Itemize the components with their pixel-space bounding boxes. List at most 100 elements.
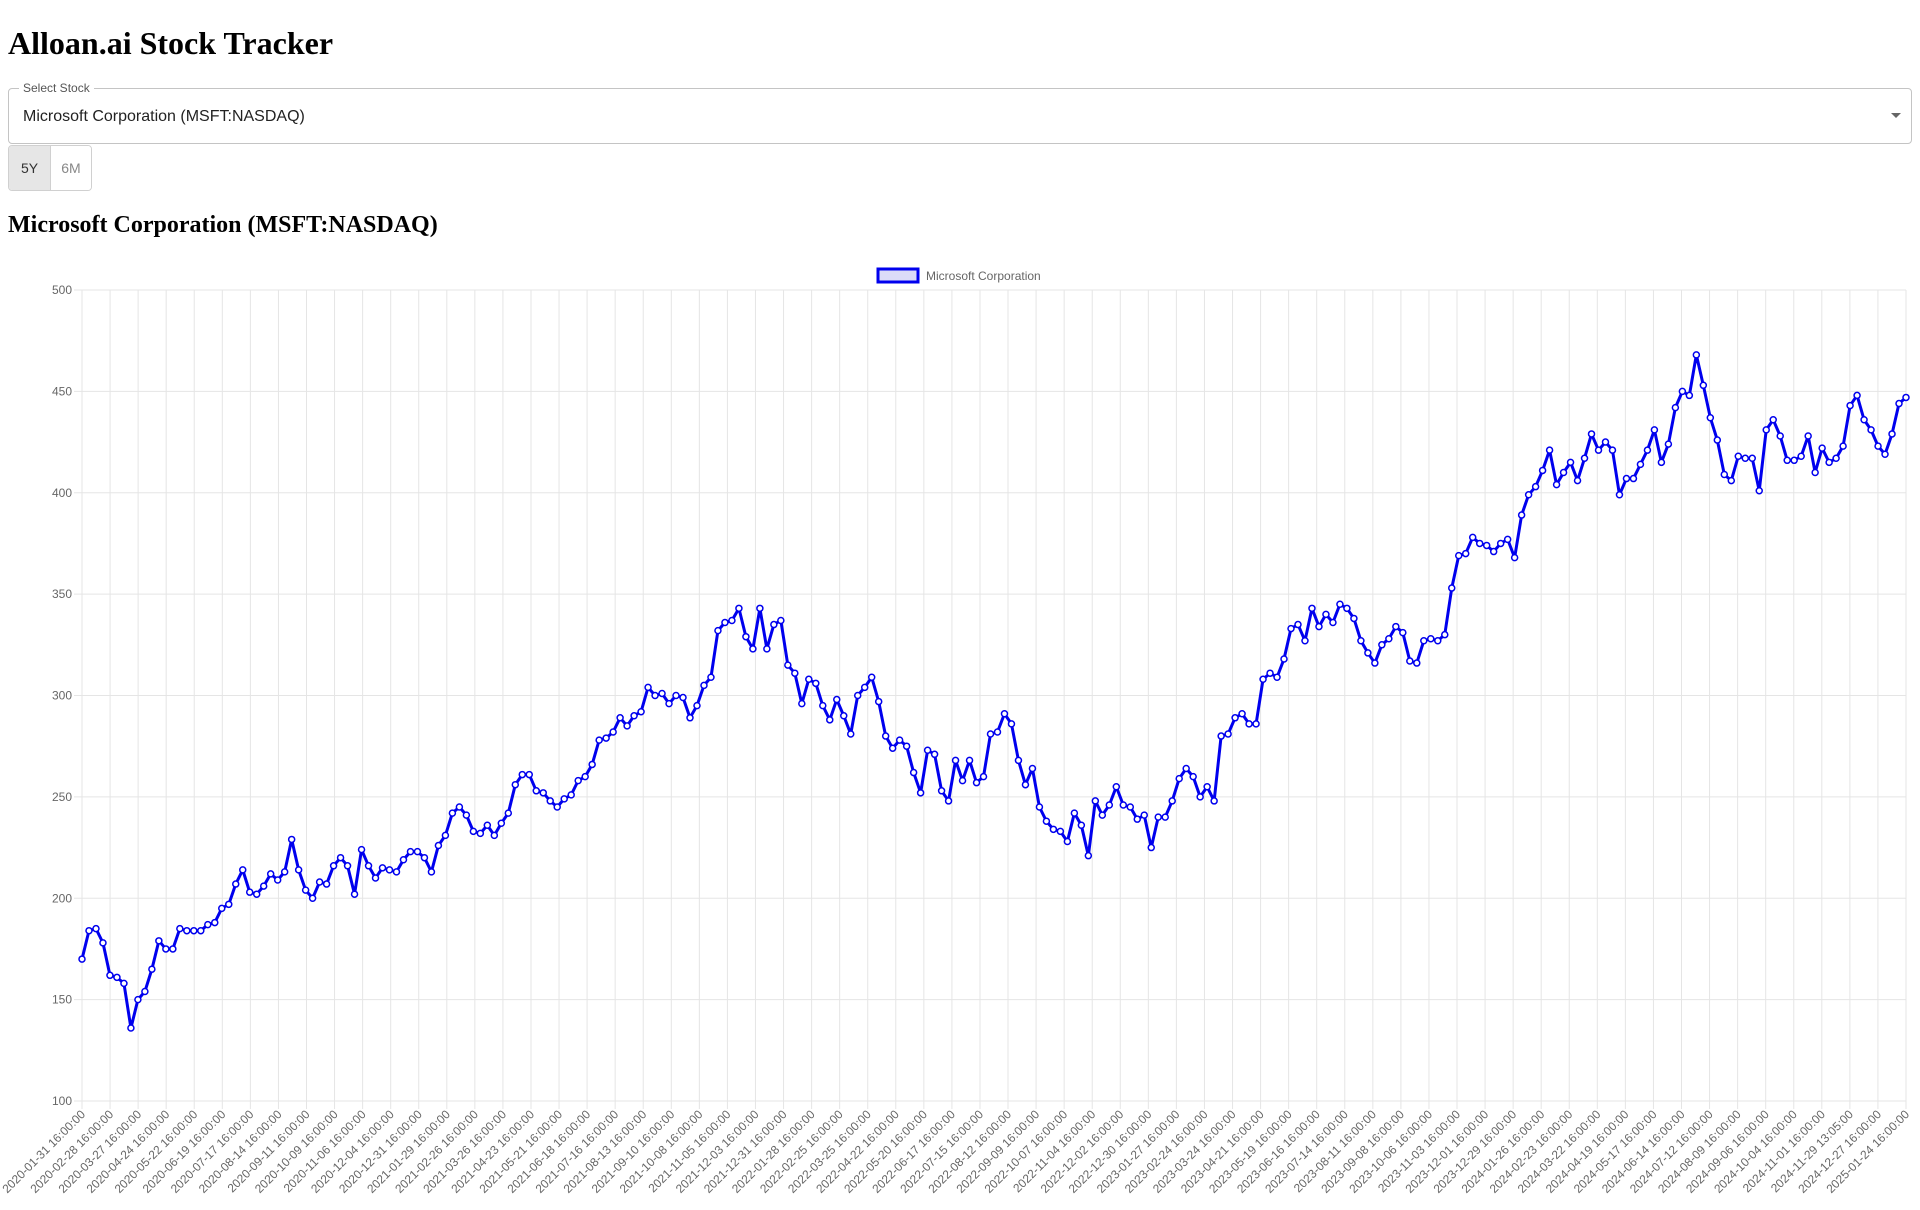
data-point bbox=[1762, 426, 1770, 434]
data-point bbox=[1434, 637, 1442, 645]
data-point bbox=[273, 876, 282, 884]
data-point bbox=[1755, 486, 1763, 495]
range-5y-button[interactable]: 5Y bbox=[9, 146, 50, 190]
stock-select-value: Microsoft Corporation (MSFT:NASDAQ) bbox=[23, 108, 305, 125]
data-point bbox=[1098, 811, 1107, 819]
data-point bbox=[252, 890, 261, 898]
data-point bbox=[770, 620, 778, 629]
data-point bbox=[1685, 391, 1694, 400]
data-point bbox=[539, 789, 547, 797]
chart-grid bbox=[74, 289, 1907, 1109]
data-point bbox=[707, 673, 715, 681]
data-point bbox=[819, 701, 827, 710]
data-point bbox=[1741, 454, 1750, 463]
data-point bbox=[1378, 641, 1386, 649]
data-point bbox=[1119, 801, 1128, 809]
range-6m-button[interactable]: 6M bbox=[50, 146, 91, 190]
data-point bbox=[1364, 649, 1372, 657]
data-point bbox=[1077, 821, 1086, 830]
data-point bbox=[623, 722, 631, 730]
data-point bbox=[1105, 801, 1114, 809]
data-point bbox=[1727, 476, 1736, 485]
data-point bbox=[609, 728, 617, 736]
data-point bbox=[134, 995, 142, 1004]
data-point bbox=[1287, 624, 1295, 633]
data-point bbox=[630, 712, 638, 720]
data-point bbox=[127, 1024, 135, 1032]
data-point bbox=[846, 730, 855, 738]
data-point bbox=[1413, 659, 1421, 667]
data-point bbox=[1482, 541, 1491, 550]
data-point bbox=[406, 847, 415, 856]
data-point bbox=[805, 675, 813, 684]
data-point bbox=[92, 924, 100, 933]
data-point bbox=[1168, 797, 1176, 805]
data-point bbox=[1385, 634, 1393, 643]
data-point bbox=[1280, 655, 1288, 663]
data-point bbox=[476, 829, 485, 838]
data-point bbox=[1657, 458, 1666, 467]
data-point bbox=[1420, 637, 1428, 645]
data-point bbox=[85, 926, 93, 935]
data-point bbox=[204, 920, 212, 929]
data-point bbox=[560, 795, 568, 803]
data-point bbox=[812, 679, 820, 688]
data-point bbox=[1189, 772, 1197, 781]
y-tick-label: 100 bbox=[52, 1094, 72, 1108]
data-point bbox=[504, 809, 513, 817]
data-point bbox=[1084, 851, 1093, 860]
data-point bbox=[1028, 764, 1037, 773]
data-point bbox=[700, 681, 708, 690]
data-point bbox=[1538, 466, 1547, 475]
data-point bbox=[1713, 436, 1722, 444]
data-point bbox=[756, 604, 764, 613]
data-point bbox=[728, 616, 736, 625]
data-point bbox=[169, 945, 177, 953]
data-point bbox=[1622, 474, 1631, 483]
data-point bbox=[357, 845, 366, 854]
data-point bbox=[602, 734, 610, 742]
data-point bbox=[1042, 817, 1051, 825]
data-point bbox=[1734, 452, 1743, 460]
data-point bbox=[749, 645, 757, 653]
data-point bbox=[1112, 782, 1121, 791]
data-point bbox=[944, 797, 953, 805]
data-point bbox=[895, 736, 904, 744]
data-point bbox=[1545, 446, 1554, 454]
data-point bbox=[679, 693, 687, 702]
data-point bbox=[930, 750, 939, 759]
data-point bbox=[162, 945, 170, 953]
data-point bbox=[1804, 432, 1812, 440]
data-point bbox=[993, 728, 1002, 736]
data-point bbox=[1343, 604, 1351, 613]
data-point bbox=[595, 736, 603, 744]
data-point bbox=[1399, 628, 1407, 637]
stock-select[interactable]: Select Stock Microsoft Corporation (MSFT… bbox=[8, 81, 1912, 144]
data-point bbox=[1587, 430, 1596, 438]
chart-legend: Microsoft Corporation bbox=[876, 267, 1041, 284]
data-point bbox=[1699, 381, 1708, 390]
data-point bbox=[441, 831, 450, 840]
data-point bbox=[371, 874, 380, 882]
data-point bbox=[798, 699, 806, 708]
data-point bbox=[1531, 482, 1540, 491]
data-point bbox=[1580, 454, 1589, 463]
data-point bbox=[1475, 539, 1484, 548]
data-point bbox=[1573, 476, 1582, 485]
data-point bbox=[972, 778, 981, 787]
data-point bbox=[113, 973, 121, 982]
data-point bbox=[958, 776, 967, 785]
data-point bbox=[1874, 442, 1882, 450]
data-point bbox=[777, 616, 785, 625]
data-point bbox=[1818, 444, 1826, 452]
data-point bbox=[1441, 630, 1449, 639]
data-point bbox=[546, 797, 554, 805]
data-point bbox=[986, 730, 995, 738]
data-point bbox=[1063, 837, 1072, 846]
dropdown-arrow-icon[interactable] bbox=[1891, 113, 1901, 118]
data-point bbox=[469, 827, 478, 836]
data-point bbox=[909, 768, 918, 777]
data-point bbox=[1350, 614, 1358, 623]
data-point bbox=[693, 701, 701, 710]
